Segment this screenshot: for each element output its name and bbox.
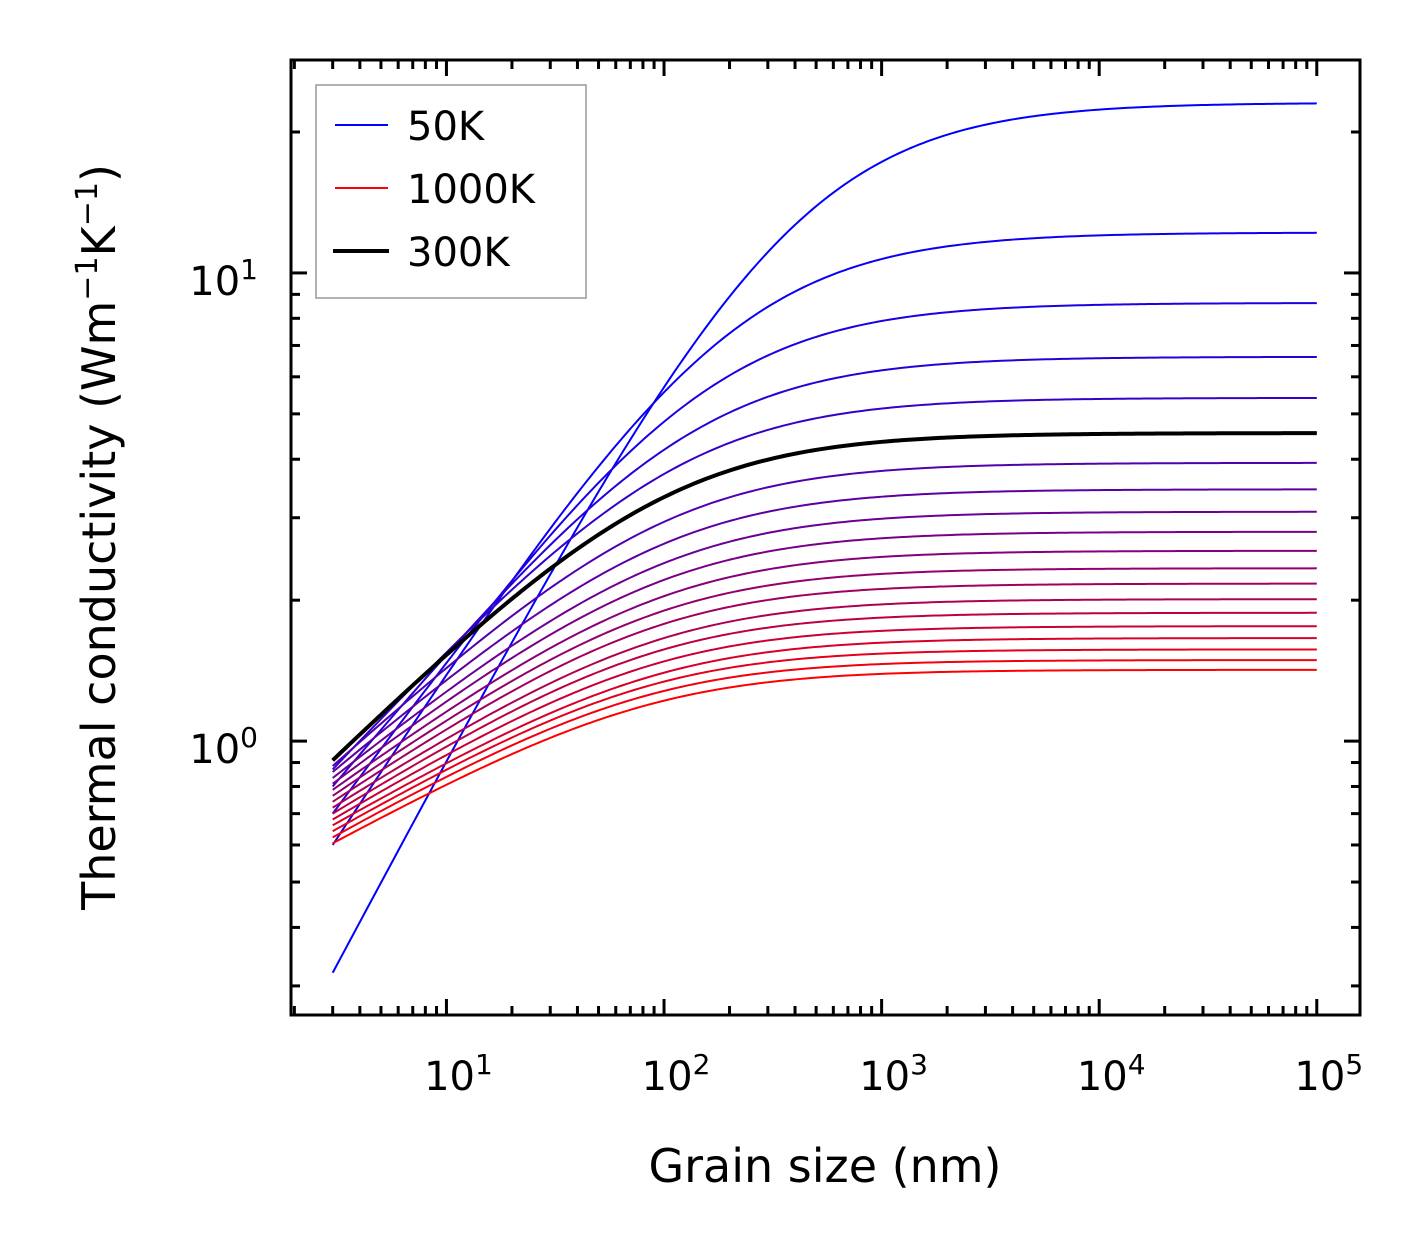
legend-label-50k: 50K xyxy=(407,104,486,150)
legend-label-300k: 300K xyxy=(407,230,511,276)
series-line-600k xyxy=(332,567,1317,797)
series-line-900k xyxy=(332,648,1317,833)
series-line-400k xyxy=(332,488,1317,773)
x-tick-label-10-4: 104 xyxy=(1077,1048,1146,1100)
series-line-50k xyxy=(331,102,1317,974)
series-line-450k xyxy=(332,510,1317,779)
x-tick-label-10-1: 101 xyxy=(424,1048,493,1100)
series-line-550k xyxy=(332,549,1317,791)
x-tick-label-10-5: 105 xyxy=(1294,1048,1363,1100)
y-axis-label: Thermal conductivity (Wm−1K−1) xyxy=(70,164,126,911)
series-line-1000k xyxy=(332,668,1317,845)
x-tick-labels: 101 102 103 104 105 xyxy=(424,1048,1363,1100)
series-line-200k xyxy=(331,355,1317,788)
plot-frame xyxy=(289,58,1362,1017)
y-tick-label-10-1: 101 xyxy=(189,253,258,305)
series-line-250k xyxy=(331,396,1317,771)
series-line-800k xyxy=(332,625,1317,821)
y-axis-label-k: K xyxy=(72,224,126,256)
y-axis-label-exp2: −1 xyxy=(70,182,105,226)
series-line-700k xyxy=(332,598,1317,809)
series-line-950k xyxy=(332,659,1317,839)
legend-label-1000k: 1000K xyxy=(407,167,537,213)
legend-box xyxy=(315,84,587,299)
x-axis-label: Grain size (nm) xyxy=(649,1139,1002,1193)
series-line-750k xyxy=(332,611,1317,815)
series-line-650k xyxy=(332,582,1317,803)
legend: 50K 1000K 300K xyxy=(315,84,587,299)
y-axis-label-exp1: −1 xyxy=(70,256,105,300)
y-axis-label-main: Thermal conductivity (Wm xyxy=(72,301,126,911)
series-line-350k xyxy=(332,461,1317,767)
series-line-500k xyxy=(332,530,1317,785)
series-layer xyxy=(331,102,1317,974)
y-tick-labels: 100 101 xyxy=(189,253,258,773)
series-line-850k xyxy=(332,637,1317,827)
y-axis-label-close: ) xyxy=(72,164,126,182)
x-tick-label-10-2: 102 xyxy=(642,1048,711,1100)
y-tick-label-10-0: 100 xyxy=(189,721,258,773)
x-tick-label-10-3: 103 xyxy=(859,1048,928,1100)
series-line-300k-highlight xyxy=(331,431,1317,762)
